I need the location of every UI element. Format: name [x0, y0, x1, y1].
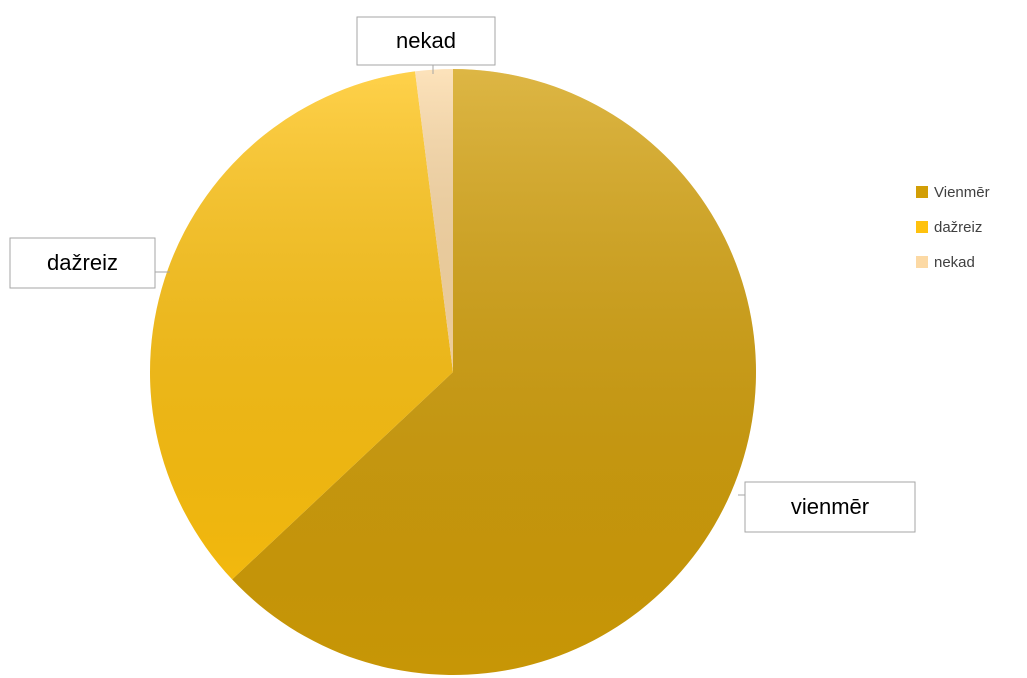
- data-label: dažreiz: [47, 250, 118, 275]
- legend-label: Vienmēr: [934, 184, 990, 201]
- data-label: vienmēr: [791, 494, 869, 519]
- data-label: nekad: [396, 28, 456, 53]
- legend-swatch: [916, 186, 928, 198]
- callout-box: [9, 237, 156, 289]
- legend-swatch: [916, 221, 928, 233]
- legend-label: dažreiz: [934, 219, 982, 236]
- callout-box: [744, 481, 916, 533]
- callout-box: [356, 16, 496, 66]
- legend-swatch: [916, 256, 928, 268]
- legend-label: nekad: [934, 254, 975, 271]
